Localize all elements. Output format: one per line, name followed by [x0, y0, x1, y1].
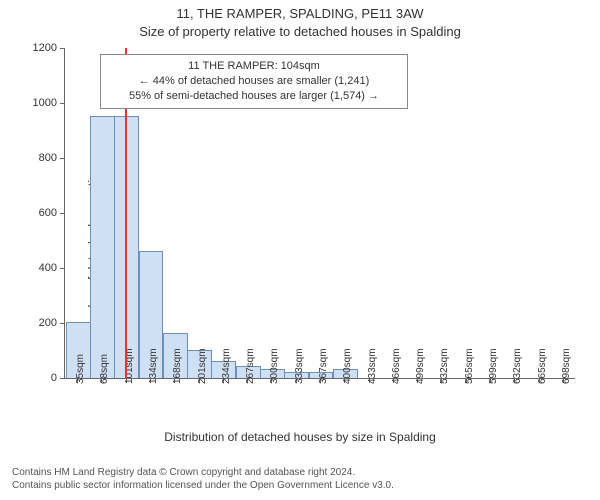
- y-tick: [60, 378, 65, 379]
- info-box: 11 THE RAMPER: 104sqm ← 44% of detached …: [100, 54, 408, 109]
- footer: Contains HM Land Registry data © Crown c…: [12, 466, 394, 492]
- footer-line-2: Contains public sector information licen…: [12, 479, 394, 492]
- x-tick-label: 632sqm: [512, 348, 523, 384]
- y-tick-label: 0: [51, 372, 57, 384]
- chart-subtitle: Size of property relative to detached ho…: [0, 24, 600, 39]
- y-tick: [60, 213, 65, 214]
- y-tick: [60, 48, 65, 49]
- x-tick-label: 565sqm: [464, 348, 475, 384]
- y-tick: [60, 323, 65, 324]
- x-tick-label: 367sqm: [318, 348, 329, 384]
- x-tick-label: 599sqm: [488, 348, 499, 384]
- histogram-bar: [90, 116, 115, 378]
- x-tick-label: 68sqm: [99, 354, 110, 384]
- info-line-1: 11 THE RAMPER: 104sqm: [109, 59, 399, 74]
- y-tick-label: 600: [39, 207, 57, 219]
- x-tick-label: 333sqm: [294, 348, 305, 384]
- info-line-3: 55% of semi-detached houses are larger (…: [109, 89, 399, 104]
- x-tick-label: 499sqm: [415, 348, 426, 384]
- x-tick-label: 300sqm: [269, 348, 280, 384]
- y-tick-label: 200: [39, 317, 57, 329]
- x-tick-label: 532sqm: [439, 348, 450, 384]
- x-tick-label: 35sqm: [75, 354, 86, 384]
- x-tick-label: 134sqm: [148, 348, 159, 384]
- y-tick: [60, 103, 65, 104]
- y-tick: [60, 268, 65, 269]
- x-tick-label: 698sqm: [561, 348, 572, 384]
- x-tick-label: 466sqm: [391, 348, 402, 384]
- x-tick-label: 433sqm: [367, 348, 378, 384]
- x-axis-label: Distribution of detached houses by size …: [0, 430, 600, 444]
- info-line-2: ← 44% of detached houses are smaller (1,…: [109, 74, 399, 89]
- footer-line-1: Contains HM Land Registry data © Crown c…: [12, 466, 394, 479]
- y-tick-label: 800: [39, 152, 57, 164]
- histogram-bar: [114, 116, 139, 378]
- y-tick-label: 400: [39, 262, 57, 274]
- y-tick: [60, 158, 65, 159]
- y-tick-label: 1200: [33, 42, 57, 54]
- x-tick-label: 665sqm: [537, 348, 548, 384]
- y-tick-label: 1000: [33, 97, 57, 109]
- x-tick-label: 168sqm: [172, 348, 183, 384]
- x-tick-label: 267sqm: [245, 348, 256, 384]
- x-tick-label: 400sqm: [342, 348, 353, 384]
- x-tick-label: 201sqm: [197, 348, 208, 384]
- chart-title: 11, THE RAMPER, SPALDING, PE11 3AW: [0, 6, 600, 21]
- x-tick-label: 234sqm: [221, 348, 232, 384]
